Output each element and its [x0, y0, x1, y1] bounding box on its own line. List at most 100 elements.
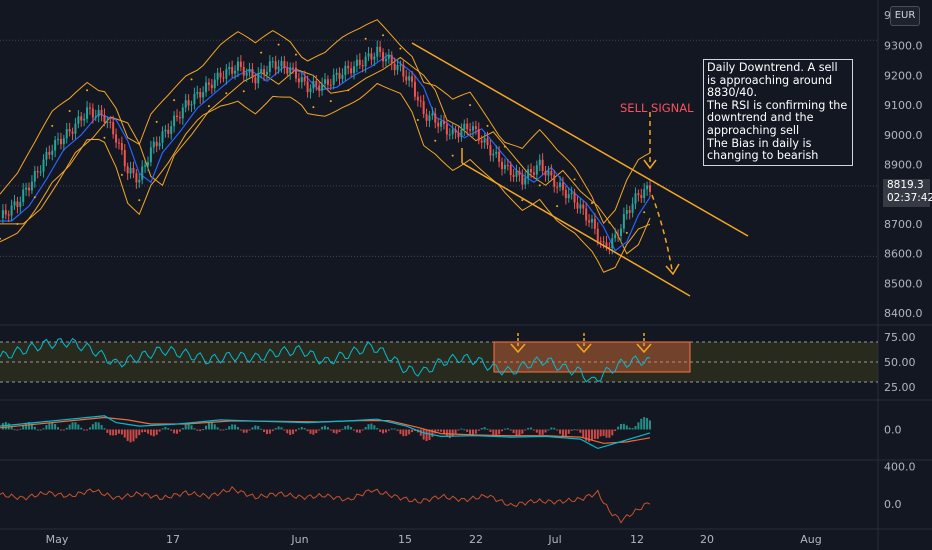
candle-body: [637, 193, 640, 196]
candle-body: [538, 159, 541, 166]
candle-body: [419, 100, 422, 102]
candle-body: [74, 123, 77, 134]
macd-histogram-bar: [138, 429, 141, 436]
candle-body: [219, 72, 222, 78]
macd-histogram-bar: [483, 427, 486, 430]
candle-body: [7, 214, 10, 216]
macd-histogram-bar: [384, 429, 387, 433]
candle-body: [373, 56, 376, 60]
time-tick-label: Jul: [547, 533, 561, 546]
candle-body: [39, 171, 42, 173]
candle-body: [471, 126, 474, 131]
macd-histogram-bar: [88, 427, 91, 430]
candle-body: [376, 46, 379, 57]
macd-histogram-bar: [268, 429, 271, 434]
candle-body: [315, 81, 318, 86]
macd-histogram-bar: [48, 422, 51, 430]
macd-histogram-bar: [329, 429, 332, 431]
macd-histogram-bar: [120, 429, 123, 435]
candle-body: [361, 65, 364, 67]
macd-histogram-bar: [45, 425, 48, 430]
macd-histogram-bar: [260, 428, 263, 430]
time-tick-label: 12: [630, 533, 644, 546]
candle-body: [4, 210, 7, 215]
price-tick-label: 8500.0: [884, 277, 923, 290]
candle-body: [88, 107, 91, 109]
macd-histogram-bar: [608, 429, 611, 438]
candle-body: [524, 177, 527, 185]
macd-histogram-bar: [62, 429, 65, 431]
candle-body: [608, 247, 611, 249]
macd-histogram-bar: [149, 429, 152, 436]
candle-body: [509, 165, 512, 176]
macd-histogram-bar: [413, 429, 416, 432]
macd-histogram-bar: [419, 429, 422, 436]
macd-histogram-bar: [216, 427, 219, 430]
candle-body: [155, 141, 158, 147]
last-price: 8819.3: [887, 179, 924, 191]
candle-body: [126, 166, 129, 174]
macd-histogram-bar: [222, 429, 225, 431]
macd-histogram-bar: [408, 429, 411, 435]
price-tick-label: 9000.0: [884, 129, 923, 142]
note-line-2: The RSI is confirming the downtrend and …: [707, 98, 848, 137]
macd-histogram-bar: [332, 429, 335, 433]
macd-histogram-bar: [628, 427, 631, 430]
macd-histogram-bar: [254, 425, 257, 430]
candle-body: [309, 88, 312, 93]
macd-histogram-bar: [451, 429, 454, 437]
candle-body: [649, 185, 651, 192]
candle-body: [329, 84, 332, 86]
candle-body: [132, 167, 135, 174]
rsi-arrow-head: [510, 343, 526, 354]
candle-body: [207, 82, 210, 85]
candle-body: [579, 204, 582, 209]
candle-body: [97, 109, 100, 117]
candle-body: [515, 170, 518, 177]
candle-body: [297, 78, 300, 83]
macd-histogram-bar: [178, 429, 181, 432]
macd-histogram-bar: [538, 429, 541, 435]
candle-body: [402, 64, 405, 77]
candle-body: [396, 65, 399, 71]
candle-body: [176, 115, 179, 118]
macd-histogram-bar: [640, 418, 643, 430]
macd-histogram-bar: [509, 429, 512, 431]
macd-histogram-bar: [184, 424, 187, 430]
macd-histogram-bar: [59, 429, 62, 431]
macd-histogram-bar: [588, 429, 591, 442]
candle-body: [489, 145, 492, 156]
macd-histogram-bar: [477, 429, 480, 431]
candle-body: [518, 170, 521, 176]
candle-body: [379, 46, 382, 52]
macd-histogram-bar: [445, 429, 448, 437]
macd-histogram-bar: [155, 429, 158, 435]
macd-histogram-bar: [19, 428, 22, 430]
macd-histogram-bar: [112, 429, 115, 436]
candle-body: [91, 108, 94, 118]
candle-body: [564, 189, 567, 199]
macd-histogram-bar: [353, 429, 356, 431]
macd-histogram-bar: [553, 427, 556, 430]
macd-histogram-bar: [213, 424, 216, 430]
sar-dot: [469, 104, 472, 107]
candle-body: [382, 51, 385, 62]
sar-dot: [68, 110, 71, 113]
currency-button[interactable]: EUR: [890, 6, 920, 26]
macd-histogram-bar: [503, 428, 506, 430]
candle-body: [312, 81, 315, 89]
sar-dot: [538, 184, 541, 187]
candle-body: [428, 115, 431, 121]
macd-histogram-bar: [480, 427, 483, 430]
macd-histogram-bar: [109, 429, 112, 436]
candle-body: [292, 67, 295, 69]
candle-body: [51, 150, 54, 155]
candle-body: [152, 141, 155, 148]
macd-histogram-bar: [646, 417, 649, 430]
time-tick-label: Aug: [800, 533, 821, 546]
macd-histogram-bar: [605, 429, 608, 438]
macd-histogram-bar: [248, 429, 251, 431]
candle-body: [187, 100, 190, 106]
candle-body: [338, 72, 341, 79]
